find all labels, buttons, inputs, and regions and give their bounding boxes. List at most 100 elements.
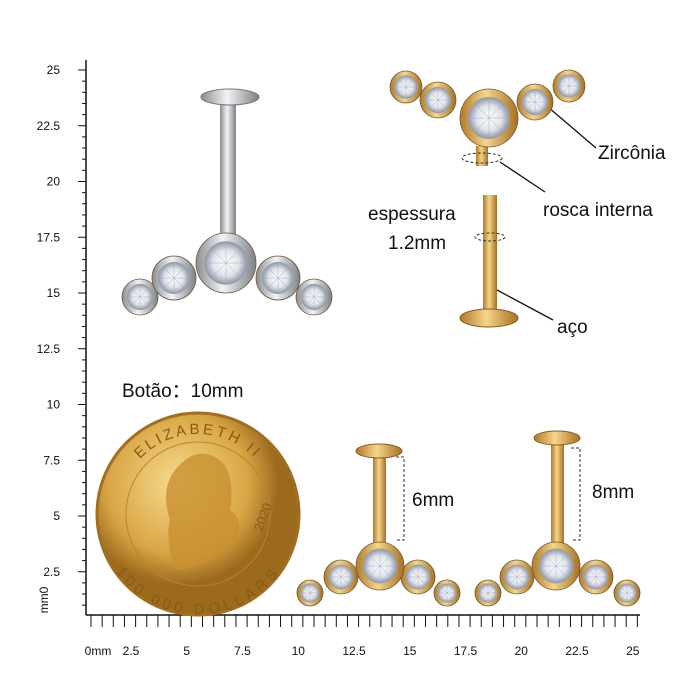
gem-facet [277, 266, 290, 279]
gold-piece-detail [459, 106, 597, 328]
x-label: 0mm [85, 644, 112, 658]
gem-facet [534, 101, 545, 112]
gem-facet [162, 266, 175, 279]
ruler-ticks [78, 69, 638, 627]
gem-facet [626, 592, 634, 600]
gem-facet [367, 565, 381, 579]
gem-facet [379, 565, 393, 579]
gem-facet [620, 586, 628, 594]
post [483, 195, 497, 315]
gem-facet [543, 565, 557, 579]
gem-facet [417, 576, 427, 586]
gem-facet [313, 296, 324, 307]
gems [121, 69, 641, 607]
gem-facet [626, 586, 634, 594]
gem-facet [560, 85, 570, 95]
post [551, 440, 564, 546]
gem-facet [440, 586, 448, 594]
gem-facet [446, 586, 454, 594]
x-label: 10 [292, 644, 306, 658]
thread [476, 146, 488, 166]
length-label: 6mm [412, 490, 454, 511]
gem-facet [440, 592, 448, 600]
gem-facet [266, 277, 279, 290]
gem-facet [587, 568, 597, 578]
button-label: Botão：10mm [122, 381, 243, 402]
gem-facet [130, 296, 141, 307]
gem-facet [487, 586, 495, 594]
gem-facet [587, 576, 597, 586]
gem-facet [481, 586, 489, 594]
gem-facet [173, 266, 186, 279]
gem-facet [534, 92, 545, 103]
gem-facet [446, 592, 454, 600]
gem-facet [303, 586, 311, 594]
thickness-marker [474, 232, 506, 242]
gold-piece-8mm [533, 430, 581, 546]
gem-facet [130, 287, 141, 298]
gem-facet [620, 592, 628, 600]
gem-facet [332, 568, 342, 578]
gem-facet [367, 553, 381, 567]
leader [496, 289, 554, 321]
gem-facet [162, 277, 175, 290]
x-label: 7.5 [234, 644, 251, 658]
thickness-label: espessura [368, 204, 456, 225]
gem-facet [340, 576, 350, 586]
gem-facet [437, 90, 448, 101]
gem-facet [474, 117, 490, 133]
gem-facet [508, 568, 518, 578]
gem-facet [173, 277, 186, 290]
gem-facet [309, 586, 317, 594]
gold-piece-6mm [355, 443, 405, 546]
gem-facet [428, 99, 439, 110]
dimension [571, 447, 581, 541]
gem-facet [555, 565, 569, 579]
y-label: 22.5 [37, 119, 61, 133]
y-label: 15 [47, 286, 61, 300]
thickness-value: 1.2mm [388, 233, 446, 254]
gem-facet [568, 77, 578, 87]
length-label: 8mm [592, 482, 634, 503]
gem-facet [397, 86, 407, 96]
coin-portrait [166, 453, 239, 570]
gem-facet [555, 553, 569, 567]
gem-facet [525, 101, 536, 112]
leader-lines [496, 106, 597, 321]
x-label: 17.5 [454, 644, 478, 658]
x-label: 12.5 [342, 644, 366, 658]
y-label: 12.5 [37, 342, 61, 356]
x-label: 2.5 [123, 644, 140, 658]
coin-ring [125, 441, 271, 587]
disc [355, 443, 403, 459]
gem-facet [225, 262, 242, 279]
gem-facet [405, 86, 415, 96]
dimension [396, 456, 405, 541]
gem-facet [488, 103, 504, 119]
y-label: 5 [53, 509, 60, 523]
gem-facet [516, 576, 526, 586]
gem-facet [487, 592, 495, 600]
gem-facet [516, 568, 526, 578]
gem-facet [277, 277, 290, 290]
gem-facet [568, 85, 578, 95]
x-label: 22.5 [565, 644, 589, 658]
post [373, 452, 386, 546]
gem-facet [304, 296, 315, 307]
x-label: 5 [183, 644, 190, 658]
y-label: 10 [47, 398, 61, 412]
post [220, 100, 236, 235]
gem-facet [303, 592, 311, 600]
gem-facet [225, 247, 242, 264]
leader [547, 106, 597, 149]
x-label: 15 [403, 644, 417, 658]
gem-facet [332, 576, 342, 586]
gem-facet [397, 78, 407, 88]
gem-facet [508, 576, 518, 586]
gem-facet [428, 90, 439, 101]
gem-facet [309, 592, 317, 600]
y-label: 17.5 [37, 230, 61, 244]
gem-facet [543, 553, 557, 567]
coin: ELIZABETH II 2020 100 000 DOLLARS [95, 411, 301, 619]
